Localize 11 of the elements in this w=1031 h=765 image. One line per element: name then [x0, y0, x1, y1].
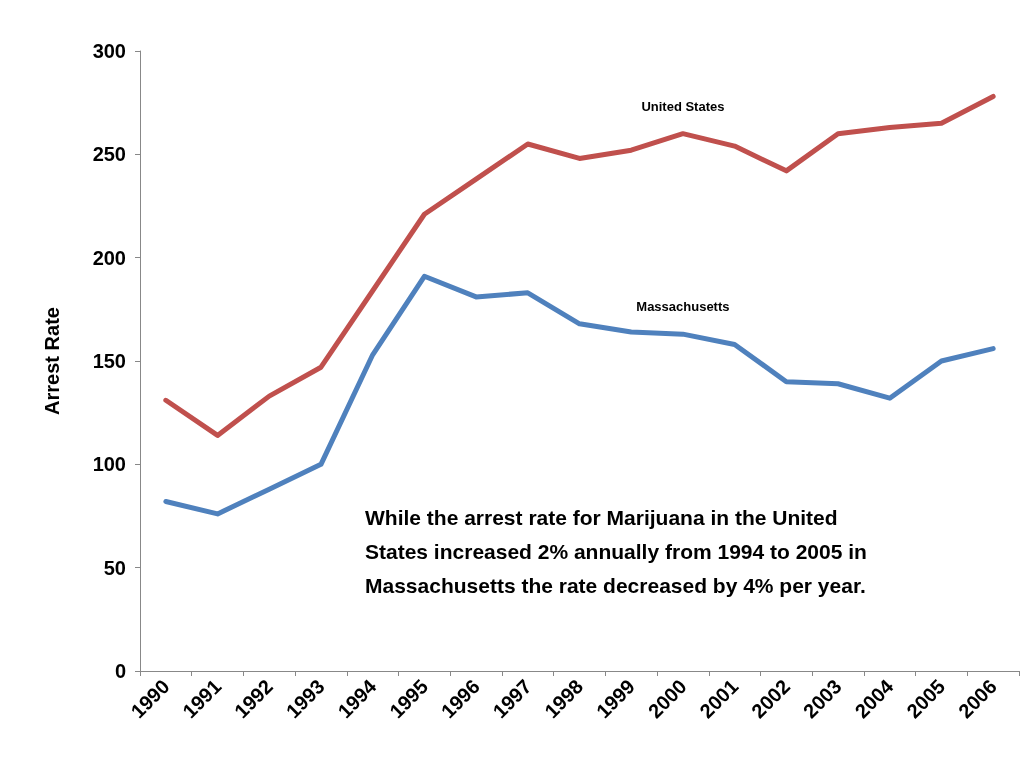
- y-tick-label: 250: [92, 143, 126, 166]
- y-tick-label: 50: [103, 556, 126, 579]
- y-tick-label: 150: [92, 350, 126, 372]
- y-axis-title: Arrest Rate: [41, 307, 63, 415]
- y-tick-label: 300: [92, 40, 126, 62]
- y-tick-label: 100: [92, 453, 126, 476]
- series-label: Massachusetts: [636, 299, 730, 315]
- y-tick-label: 0: [114, 660, 126, 682]
- y-tick-label: 200: [92, 246, 126, 269]
- text: United States: [641, 98, 725, 114]
- annotation: While the arrest rate for Marijuana in the United States increased 2% annually from 1994 to 2005 in Massachusetts the rate decreased by 4% per year.: [365, 505, 873, 597]
